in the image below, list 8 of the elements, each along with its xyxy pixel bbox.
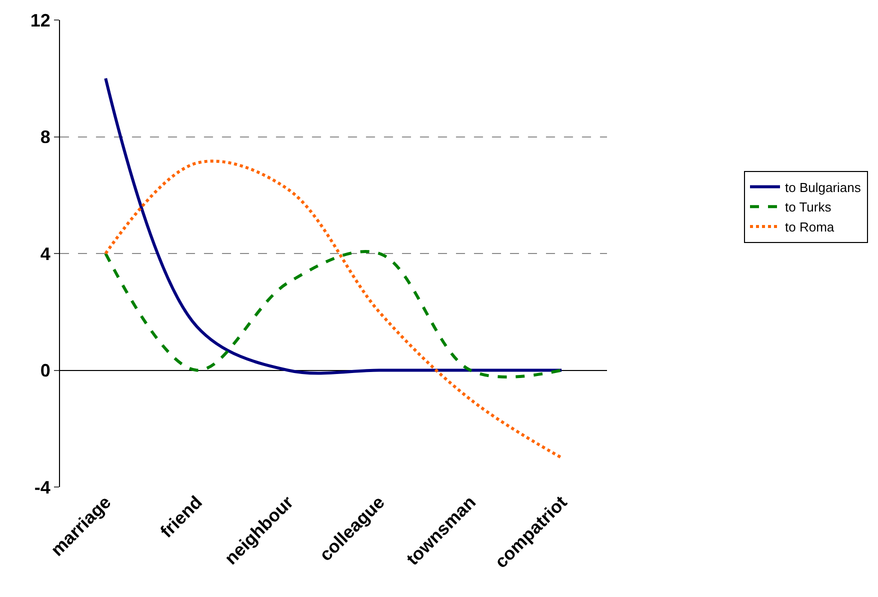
legend-label: to Bulgarians [785,180,862,195]
y-tick-label: 8 [40,127,50,148]
y-tick-label: 0 [40,360,50,381]
y-tick-label: 12 [30,10,50,30]
y-tick-label: 4 [40,244,50,264]
legend-label: to Turks [785,200,832,215]
y-tick-label: -4 [34,477,50,498]
legend-label: to Roma [785,220,835,235]
